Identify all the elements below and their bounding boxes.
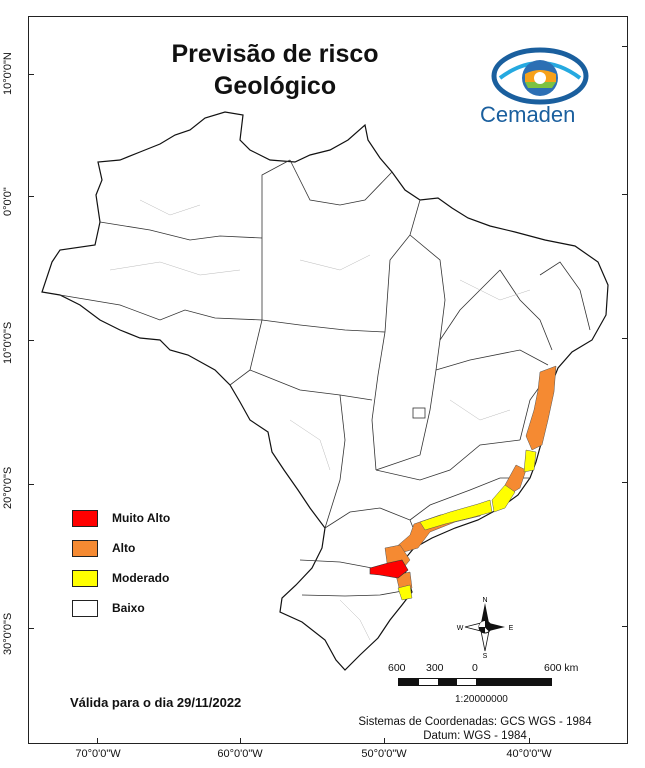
legend-label: Moderado [112,571,170,585]
scale-label: 600 [388,662,406,674]
tick [28,74,34,75]
lon-label-70w: 70°0'0"W [75,748,121,760]
coordinate-system-info: Sistemas de Coordenadas: GCS WGS - 1984 … [340,715,610,743]
brand-name: Cemaden [480,102,576,127]
tick [28,628,34,629]
legend-swatch [72,539,98,557]
legend-item-moderado: Moderado [72,568,170,588]
scale-labels: 600 300 0 600 km [380,662,590,676]
map-title-line1: Previsão de risco [171,40,379,68]
state-borders [59,159,591,597]
tick [384,738,385,744]
legend-label: Baixo [112,601,145,615]
crs-line: Sistemas de Coordenadas: GCS WGS - 1984 [358,716,592,728]
risk-moderado-regions [397,449,537,601]
tick [28,196,34,197]
tick [529,738,530,744]
tick [622,338,628,339]
tick [622,482,628,483]
lon-label-50w: 50°0'0"W [361,748,407,760]
legend-swatch [72,599,98,617]
validity-date: Válida para o dia 29/11/2022 [70,695,242,710]
legend-item-baixo: Baixo [72,598,170,618]
tick [28,340,34,341]
east-label: E [509,625,514,632]
legend-swatch [72,509,98,527]
north-arrow-icon: N S W E [457,597,514,659]
tick [28,484,34,485]
legend: Muito Alto Alto Moderado Baixo [72,508,170,628]
legend-label: Alto [112,541,136,555]
map-title: Previsão de risco Geológico [150,38,400,102]
risk-region-alto [525,365,557,451]
tick [622,46,628,47]
legend-swatch [72,569,98,587]
cemaden-logo-icon [491,47,589,105]
risk-region-moderado [419,499,493,531]
lon-label-60w: 60°0'0"W [217,748,263,760]
tick [622,626,628,627]
tick [97,738,98,744]
risk-region-muito-alto [369,559,409,579]
scale-ratio: 1:20000000 [455,694,508,705]
north-label: N [482,597,487,604]
lon-label-40w: 40°0'0"W [506,748,552,760]
risk-region-moderado [397,584,413,601]
scale-bar [398,678,552,686]
tick [622,194,628,195]
tick [240,738,241,744]
scale-label: 600 km [544,662,579,674]
risk-region-moderado [523,449,537,473]
datum-line: Datum: WGS - 1984 [423,730,527,742]
scale-label: 0 [472,662,478,674]
west-label: W [457,625,464,632]
legend-item-alto: Alto [72,538,170,558]
municipal-borders [109,199,531,641]
scale-label: 300 [426,662,444,674]
legend-label: Muito Alto [112,511,171,525]
south-label: S [483,653,488,659]
legend-item-muito-alto: Muito Alto [72,508,170,528]
map-title-line2: Geológico [213,72,337,100]
risk-region-moderado [491,484,516,513]
brazil-outline [41,111,609,671]
